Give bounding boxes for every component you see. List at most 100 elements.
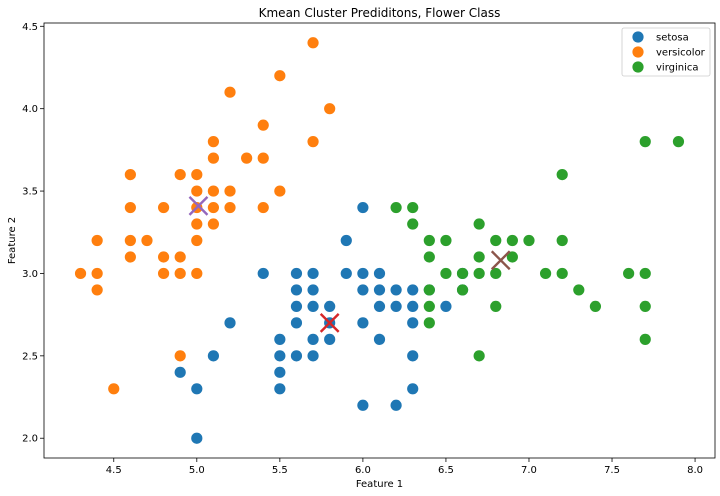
virginica-point (490, 267, 502, 280)
y-tick-label: 4.5 (22, 22, 38, 33)
setosa-point (207, 350, 220, 362)
versicolor-point (74, 267, 87, 280)
versicolor-point (124, 234, 136, 247)
versicolor-point (241, 152, 253, 164)
setosa-point (307, 300, 319, 313)
virginica-point (556, 168, 568, 181)
virginica-point (390, 201, 402, 214)
chart-title: Kmean Cluster Prediditons, Flower Class (259, 6, 501, 20)
virginica-point (639, 136, 651, 148)
virginica-point (423, 300, 435, 313)
y-tick-label: 2.5 (22, 351, 38, 362)
plot-area (43, 22, 716, 459)
versicolor-point (257, 152, 269, 164)
virginica-point (573, 284, 585, 296)
versicolor-point (257, 201, 269, 214)
versicolor-point (157, 201, 170, 214)
y-tick-label: 2.0 (22, 434, 38, 445)
versicolor-point (157, 267, 170, 280)
virginica-point (423, 251, 435, 263)
versicolor-point (91, 267, 103, 280)
x-axis-label: Feature 1 (356, 479, 403, 490)
setosa-point (357, 201, 369, 214)
virginica-point (407, 201, 419, 214)
setosa-point (274, 383, 286, 395)
versicolor-point (224, 185, 236, 197)
versicolor-point (124, 168, 136, 181)
versicolor-point (207, 185, 220, 197)
setosa-point (390, 284, 402, 296)
virginica-point (623, 267, 635, 280)
virginica-point (556, 267, 568, 280)
versicolor-point (207, 201, 220, 214)
setosa-point (373, 284, 386, 296)
versicolor-point (174, 168, 186, 181)
setosa-point (224, 317, 236, 329)
x-tick-label: 6.5 (438, 465, 454, 476)
versicolor-point (191, 168, 203, 181)
setosa-point (307, 333, 319, 345)
versicolor-point (257, 119, 269, 131)
versicolor-point (191, 218, 203, 230)
virginica-point (473, 267, 485, 280)
setosa-point (407, 383, 419, 395)
setosa-point (307, 267, 319, 280)
legend-label-virginica: virginica (656, 63, 699, 74)
setosa-point (340, 234, 352, 247)
setosa-point (373, 300, 386, 313)
setosa-point (257, 267, 269, 280)
virginica-point (672, 136, 685, 148)
virginica-point (440, 234, 452, 247)
versicolor-point (108, 383, 120, 395)
setosa-point (290, 300, 303, 313)
x-axis-ticks: 4.5 5.0 5.5 6.0 6.5 7.0 7.5 8.0 (106, 458, 703, 476)
setosa-point (407, 284, 419, 296)
setosa-point (390, 399, 402, 411)
setosa-point (357, 399, 369, 411)
versicolor-point (307, 37, 319, 49)
versicolor-point (124, 251, 136, 263)
setosa-point (357, 267, 369, 280)
virginica-point (639, 300, 651, 313)
y-tick-label: 3.0 (22, 269, 38, 280)
versicolor-point (141, 234, 153, 247)
virginica-point (423, 284, 435, 296)
virginica-point (490, 234, 502, 247)
virginica-point (473, 218, 485, 230)
setosa-point (373, 333, 386, 345)
legend-marker-setosa (632, 31, 644, 43)
setosa-point (274, 366, 286, 378)
virginica-point (539, 267, 552, 280)
x-tick-label: 6.0 (355, 465, 371, 476)
x-tick-label: 8.0 (687, 465, 703, 476)
setosa-point (191, 383, 203, 395)
virginica-point (473, 350, 485, 362)
setosa-point (390, 300, 402, 313)
versicolor-point (207, 218, 220, 230)
versicolor-point (157, 251, 170, 263)
legend-label-setosa: setosa (656, 33, 689, 44)
centroid-marker (319, 313, 340, 333)
setosa-point (307, 284, 319, 296)
setosa-point (274, 333, 286, 345)
virginica-point (589, 300, 602, 313)
versicolor-point (224, 86, 236, 98)
virginica-point (639, 267, 651, 280)
virginica-point (407, 218, 419, 230)
x-tick-label: 4.5 (106, 465, 122, 476)
legend-marker-virginica (632, 61, 644, 73)
versicolor-point (307, 136, 319, 148)
setosa-point (407, 300, 419, 313)
setosa-point (357, 284, 369, 296)
virginica-point (639, 333, 651, 345)
versicolor-point (324, 103, 336, 115)
x-tick-label: 7.5 (604, 465, 620, 476)
virginica-point (506, 251, 518, 263)
versicolor-point (207, 152, 220, 164)
virginica-point (423, 317, 435, 329)
data-points (74, 37, 685, 444)
legend-box (621, 27, 711, 77)
versicolor-point (124, 201, 136, 214)
versicolor-point (174, 350, 186, 362)
